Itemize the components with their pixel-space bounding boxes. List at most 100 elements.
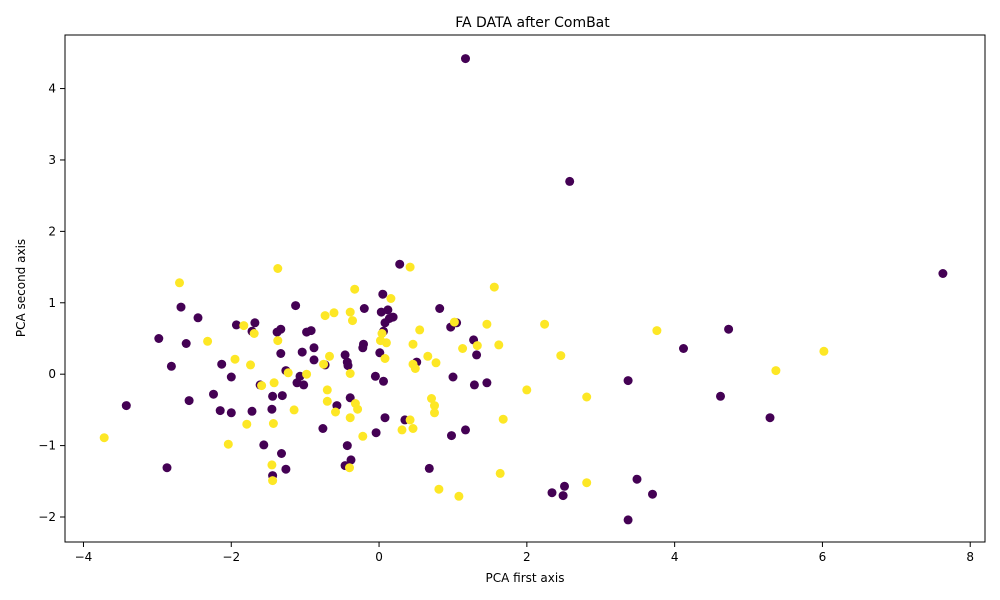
point-s1-10 — [494, 340, 504, 350]
point-s0-35 — [375, 348, 385, 358]
point-s0-70 — [268, 391, 278, 401]
point-s1-44 — [345, 463, 354, 473]
point-s0-48 — [346, 455, 356, 465]
x-axis-label: PCA first axis — [486, 571, 565, 585]
point-s0-60 — [292, 378, 302, 388]
point-s0-36 — [379, 376, 388, 386]
point-s1-19 — [430, 401, 439, 411]
point-s0-13 — [560, 481, 569, 491]
point-s1-52 — [302, 369, 312, 379]
point-s1-31 — [386, 294, 396, 303]
point-s1-47 — [325, 351, 334, 361]
point-s1-63 — [246, 360, 255, 370]
point-s0-6 — [716, 391, 725, 401]
point-s1-33 — [380, 354, 390, 363]
point-s1-53 — [289, 405, 299, 415]
y-tick-label-1: −1 — [38, 439, 56, 453]
point-s1-70 — [99, 433, 109, 443]
point-s0-10 — [648, 489, 657, 499]
point-s0-38 — [370, 371, 380, 381]
point-s1-34 — [377, 329, 387, 338]
plot-frame — [64, 34, 986, 543]
y-axis-label: PCA second axis — [14, 239, 28, 337]
point-s0-67 — [276, 349, 286, 358]
point-s1-62 — [249, 329, 259, 338]
point-s0-7 — [765, 413, 775, 423]
point-s0-85 — [181, 339, 191, 348]
point-s1-60 — [268, 476, 278, 486]
point-s1-23 — [415, 325, 425, 335]
point-s0-80 — [217, 359, 227, 369]
point-s1-17 — [434, 484, 444, 494]
point-s0-68 — [272, 327, 282, 337]
point-s1-11 — [489, 282, 499, 292]
point-s0-1 — [565, 176, 575, 186]
point-s1-0 — [819, 346, 829, 356]
point-s1-3 — [582, 392, 592, 402]
point-s1-28 — [405, 415, 415, 425]
point-s0-5 — [679, 344, 688, 353]
point-s1-9 — [495, 468, 505, 478]
point-s1-45 — [331, 407, 340, 417]
point-s0-87 — [166, 361, 176, 371]
point-s0-25 — [424, 463, 434, 473]
point-s1-58 — [268, 419, 278, 428]
point-s0-69 — [267, 404, 277, 414]
point-s0-61 — [291, 301, 301, 311]
point-s0-45 — [343, 361, 353, 371]
point-s1-61 — [257, 381, 267, 391]
point-s0-76 — [247, 406, 257, 416]
point-s0-8 — [623, 376, 633, 386]
x-tick-label-2: 0 — [375, 550, 383, 564]
point-s1-65 — [239, 321, 249, 331]
point-s0-24 — [435, 304, 445, 313]
point-s0-20 — [447, 431, 456, 441]
y-tick-label-5: 3 — [48, 153, 56, 167]
point-s1-27 — [408, 424, 418, 433]
point-s0-78 — [226, 372, 236, 382]
y-tick-label-0: −2 — [38, 510, 56, 524]
point-s0-18 — [469, 380, 479, 390]
point-s0-89 — [154, 334, 164, 343]
point-s1-67 — [223, 439, 233, 449]
point-s1-7 — [522, 385, 532, 395]
point-s1-22 — [423, 351, 433, 361]
point-s0-32 — [378, 289, 388, 299]
point-s1-4 — [582, 478, 592, 488]
point-s0-54 — [309, 355, 319, 365]
x-tick-label-4: 4 — [671, 550, 679, 564]
point-s0-88 — [162, 463, 172, 473]
x-tick-label-0: −4 — [75, 550, 93, 564]
point-s1-36 — [358, 431, 368, 441]
point-s1-25 — [408, 359, 418, 369]
point-s0-86 — [176, 302, 186, 312]
y-tick-label-6: 4 — [48, 82, 56, 96]
point-s1-49 — [322, 385, 332, 395]
point-s1-46 — [329, 308, 339, 318]
point-s1-13 — [472, 341, 482, 351]
point-s1-35 — [376, 336, 385, 346]
point-s0-31 — [380, 318, 390, 328]
point-s0-64 — [277, 449, 286, 458]
point-s1-39 — [350, 284, 360, 294]
point-s0-16 — [472, 350, 482, 360]
point-s0-11 — [623, 515, 633, 525]
x-tick-label-1: −2 — [222, 550, 240, 564]
point-s1-50 — [320, 311, 330, 321]
y-tick-label-3: 1 — [48, 296, 56, 310]
x-tick-label-6: 8 — [966, 550, 974, 564]
point-s1-16 — [449, 317, 459, 327]
point-s1-2 — [652, 326, 662, 336]
point-s1-69 — [175, 278, 184, 288]
point-s0-56 — [302, 327, 312, 337]
point-s0-17 — [482, 378, 492, 388]
point-s1-40 — [348, 316, 357, 326]
y-tick-label-4: 2 — [48, 224, 56, 238]
point-s0-53 — [309, 343, 319, 353]
point-s0-14 — [558, 491, 568, 501]
point-s1-8 — [498, 414, 508, 424]
point-s1-14 — [458, 344, 468, 353]
point-s0-9 — [632, 474, 642, 484]
point-s1-57 — [269, 378, 279, 388]
point-s1-6 — [540, 319, 550, 329]
